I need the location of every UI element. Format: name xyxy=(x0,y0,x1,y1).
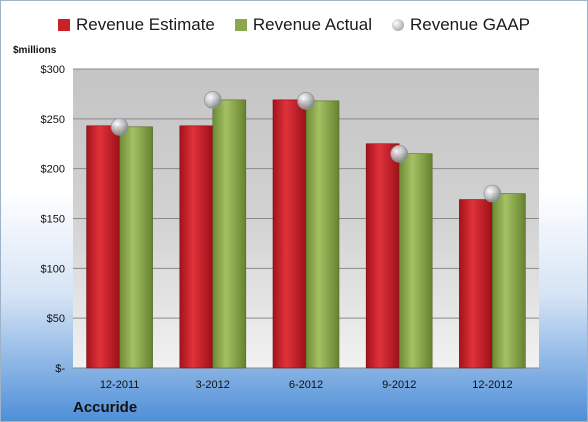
legend-label-estimate: Revenue Estimate xyxy=(75,15,215,34)
bar-revenue-estimate xyxy=(272,99,307,369)
y-tick-label: $250 xyxy=(41,114,65,126)
y-tick-label: $- xyxy=(55,363,65,375)
legend-swatch-estimate xyxy=(57,19,70,31)
y-tick-label: $50 xyxy=(47,313,65,325)
marker-revenue-gaap xyxy=(110,117,129,136)
x-tick-label: 9-2012 xyxy=(382,379,416,391)
company-name: Accuride xyxy=(73,399,138,416)
y-tick-label: $150 xyxy=(41,214,65,226)
x-tick-label: 12-2011 xyxy=(100,379,140,391)
bar-revenue-actual xyxy=(492,193,526,369)
x-tick-label: 6-2012 xyxy=(289,379,323,391)
x-tick-label: 3-2012 xyxy=(196,379,230,391)
legend-item-gaap: Revenue GAAP xyxy=(391,15,530,35)
x-tick-label: 12-2012 xyxy=(472,379,512,391)
legend-item-estimate: Revenue Estimate xyxy=(57,15,215,35)
marker-revenue-gaap xyxy=(297,92,315,110)
y-unit-label: $millions xyxy=(13,45,57,56)
legend-item-actual: Revenue Actual xyxy=(234,15,372,35)
legend-swatch-actual xyxy=(234,19,247,31)
bar-revenue-actual xyxy=(212,99,247,369)
legend: Revenue Estimate Revenue Actual Revenue … xyxy=(1,15,587,35)
y-tick-label: $300 xyxy=(41,64,65,76)
legend-label-actual: Revenue Actual xyxy=(252,15,372,34)
bar-revenue-estimate xyxy=(86,125,120,369)
legend-label-gaap: Revenue GAAP xyxy=(409,15,530,34)
bar-revenue-actual xyxy=(398,153,433,369)
legend-swatch-gaap xyxy=(391,19,404,31)
y-tick-label: $200 xyxy=(41,164,65,176)
marker-revenue-gaap xyxy=(203,91,222,109)
marker-revenue-gaap xyxy=(390,144,409,163)
y-tick-label: $100 xyxy=(41,263,65,275)
bar-revenue-actual xyxy=(119,126,153,369)
bar-revenue-actual xyxy=(305,100,340,369)
bar-revenue-estimate xyxy=(459,199,493,369)
bar-revenue-estimate xyxy=(365,143,400,369)
bar-revenue-estimate xyxy=(179,125,214,369)
marker-revenue-gaap xyxy=(483,184,502,203)
